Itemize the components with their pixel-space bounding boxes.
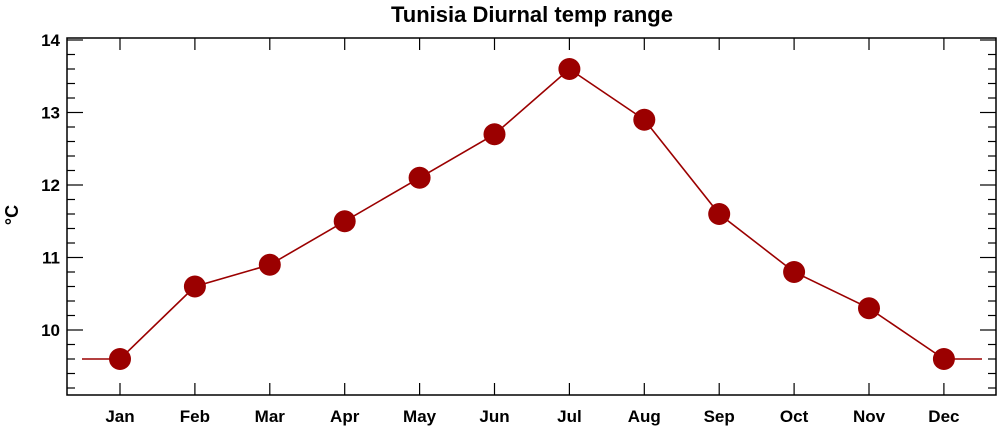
data-point-feb: [183, 275, 206, 298]
series-line: [82, 67, 982, 360]
x-tick-label-nov: Nov: [853, 407, 886, 426]
data-point-dec: [932, 348, 955, 370]
x-tick-label-dec: Dec: [928, 407, 959, 426]
data-point-jul: [558, 58, 581, 80]
y-tick-label-11: 11: [42, 249, 60, 268]
data-point-mar: [258, 253, 281, 276]
series-layer: [82, 58, 982, 370]
data-point-jan: [109, 348, 131, 370]
y-axis-label: °C: [2, 205, 22, 225]
x-tick-label-aug: Aug: [628, 407, 661, 426]
y-tick-labels: 10 11 12 13 14: [41, 31, 60, 340]
x-tick-label-jul: Jul: [557, 407, 582, 426]
data-point-may: [408, 166, 431, 189]
data-point-oct: [783, 261, 806, 283]
y-tick-label-10: 10: [41, 321, 60, 340]
x-tick-labels: Jan Feb Mar Apr May Jun Jul Aug Sep Oct Nov Dec: [105, 407, 959, 426]
chart-title: Tunisia Diurnal temp range: [391, 2, 673, 27]
x-tick-label-jan: Jan: [105, 407, 134, 426]
y-tick-label-12: 12: [41, 176, 60, 195]
x-tick-label-jun: Jun: [479, 407, 509, 426]
x-tick-label-sep: Sep: [704, 407, 735, 426]
x-tick-label-mar: Mar: [255, 407, 286, 426]
data-point-apr: [333, 210, 356, 233]
y-tick-label-14: 14: [41, 31, 60, 50]
y-tick-label-13: 13: [41, 104, 60, 123]
x-tick-label-feb: Feb: [180, 407, 210, 426]
data-point-sep: [708, 203, 731, 225]
axis-ticks: [67, 38, 996, 395]
data-point-nov: [858, 297, 880, 320]
data-point-jun: [483, 123, 506, 146]
x-tick-label-apr: Apr: [330, 407, 360, 426]
plot-frame: [66, 37, 997, 396]
x-tick-label-may: May: [403, 407, 437, 426]
data-point-aug: [633, 108, 656, 131]
x-tick-label-oct: Oct: [780, 407, 809, 426]
